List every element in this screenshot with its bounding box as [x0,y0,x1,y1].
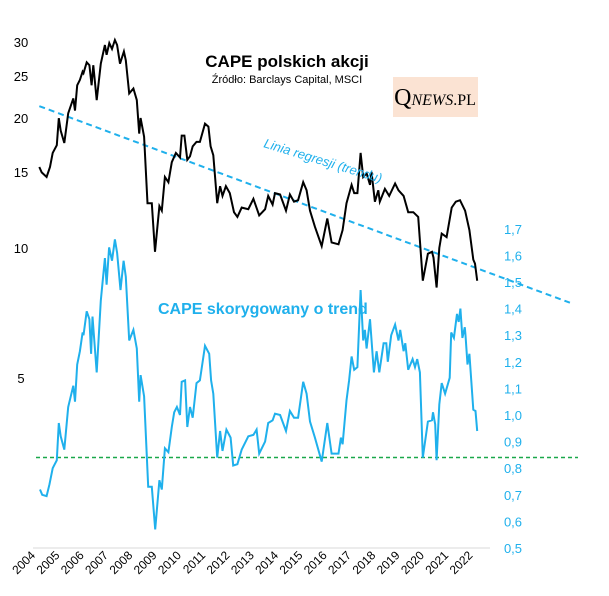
logo-background [393,77,478,117]
x-tick-label: 2020 [398,548,427,577]
chart-subtitle: Źródło: Barclays Capital, MSCI [212,73,362,86]
trend-label: Linia regresji (trendu) [262,136,384,186]
x-tick-label: 2015 [277,548,306,577]
adjusted-series-label: CAPE skorygowany o trend [158,301,368,318]
right-tick-label: 1,0 [504,408,522,423]
x-tick-label: 2009 [131,548,160,577]
x-tick-label: 2022 [447,548,476,577]
logo-text: QNEWS.PL [394,85,476,111]
x-tick-label: 2013 [228,548,257,577]
x-tick-label: 2021 [422,548,451,577]
x-tick-label: 2014 [252,548,281,577]
right-tick-label: 1,6 [504,248,522,263]
qnews-logo: QNEWS.PL [393,77,478,117]
right-tick-label: 1,2 [504,355,522,370]
left-tick-label: 10 [14,241,28,256]
left-axis: 5 10 15 20 25 30 [14,35,28,386]
x-tick-label: 2005 [34,548,63,577]
left-tick-label: 30 [14,35,28,50]
chart-title: CAPE polskich akcji [205,52,368,71]
regression-trend-line [38,105,571,304]
x-tick-label: 2006 [58,548,87,577]
right-tick-label: 0,8 [504,461,522,476]
x-tick-label: 2017 [325,548,354,577]
right-tick-label: 0,7 [504,488,522,503]
x-tick-label: 2007 [82,548,111,577]
x-tick-label: 2018 [350,548,379,577]
series-line-cape-adjusted [39,239,479,530]
x-tick-label: 2016 [301,548,330,577]
right-tick-label: 1,3 [504,328,522,343]
x-tick-label: 2011 [180,548,208,576]
x-tick-label: 2004 [9,548,38,577]
right-axis: 0,50,60,70,80,91,01,11,21,31,41,51,61,7 [504,222,522,556]
left-tick-label: 20 [14,111,28,126]
left-tick-label: 15 [14,165,28,180]
x-tick-label: 2008 [107,548,136,577]
right-tick-label: 1,4 [504,302,522,317]
left-tick-label: 25 [14,69,28,84]
right-tick-label: 1,7 [504,222,522,237]
x-tick-label: 2012 [204,548,233,577]
right-tick-label: 1,1 [504,381,522,396]
right-tick-label: 0,5 [504,541,522,556]
series-line-cape [38,37,479,288]
x-tick-label: 2019 [374,548,403,577]
right-tick-label: 0,9 [504,435,522,450]
left-tick-label: 5 [17,371,24,386]
x-axis: 2004200520062007200820092010201120122013… [9,548,475,577]
x-tick-label: 2010 [155,548,184,577]
right-tick-label: 0,6 [504,514,522,529]
